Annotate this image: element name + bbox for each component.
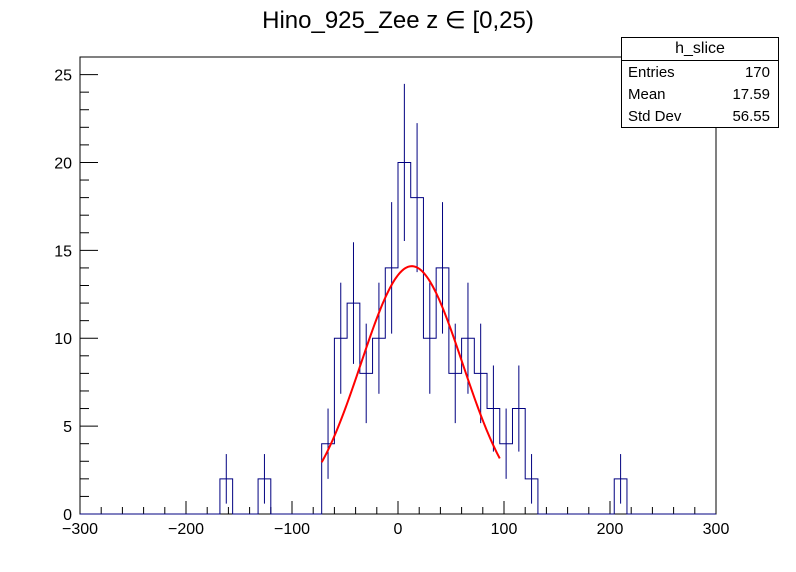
y-tick-label: 25	[54, 68, 72, 85]
x-tick-label: 300	[703, 521, 730, 538]
stats-row-mean: Mean 17.59	[622, 83, 778, 105]
x-tick-label: 200	[597, 521, 624, 538]
x-tick-label: 100	[491, 521, 518, 538]
stats-value-stddev: 56.55	[732, 108, 770, 125]
stats-label-stddev: Std Dev	[628, 108, 682, 125]
x-tick-label: −200	[168, 521, 204, 538]
y-tick-label: 20	[54, 155, 72, 172]
gaussian-fit-line	[320, 265, 501, 463]
stats-value-entries: 170	[744, 64, 770, 81]
stats-label-mean: Mean	[628, 86, 666, 103]
y-tick-label: 10	[54, 331, 72, 348]
stats-box: h_slice Entries 170 Mean 17.59 Std Dev 5…	[621, 37, 779, 128]
y-tick-label: 15	[54, 243, 72, 260]
y-tick-label: 0	[63, 507, 72, 524]
x-tick-label: −300	[62, 521, 98, 538]
histogram-outline	[80, 161, 716, 515]
stats-box-title: h_slice	[622, 38, 778, 61]
x-tick-label: 0	[394, 521, 403, 538]
stats-row-entries: Entries 170	[622, 61, 778, 83]
x-tick-label: −100	[274, 521, 310, 538]
stats-row-stddev: Std Dev 56.55	[622, 105, 778, 127]
stats-value-mean: 17.59	[732, 86, 770, 103]
stats-label-entries: Entries	[628, 64, 675, 81]
y-tick-label: 5	[63, 419, 72, 436]
chart-title: Hino_925_Zee z ∈ [0,25)	[262, 7, 534, 34]
